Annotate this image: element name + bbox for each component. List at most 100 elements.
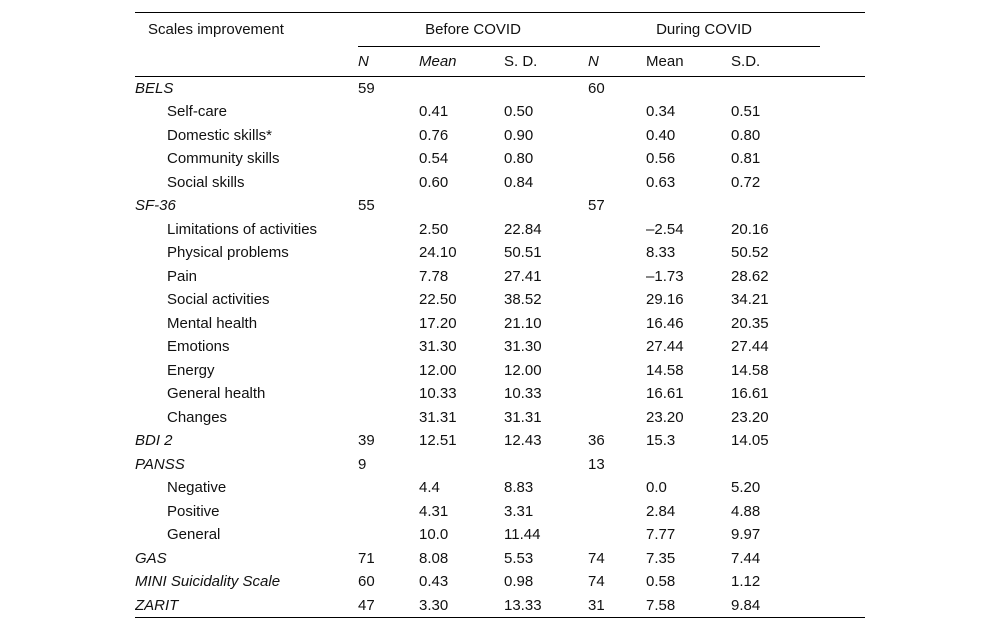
filler-cell bbox=[820, 194, 865, 218]
cell-mean-before: 2.50 bbox=[419, 220, 449, 238]
cell-n-during bbox=[588, 335, 646, 359]
cell-sd-during: 50.52 bbox=[731, 244, 769, 262]
cell-sd-during: 34.21 bbox=[731, 291, 769, 309]
filler-cell bbox=[820, 147, 865, 171]
filler-cell bbox=[820, 46, 866, 77]
cell-n-during: 60 bbox=[588, 80, 605, 97]
cell-n-before bbox=[358, 124, 419, 148]
table-row: PANSS 9 13 bbox=[135, 453, 865, 477]
filler-cell bbox=[820, 335, 865, 359]
table-row: BELS 59 60 bbox=[135, 77, 865, 101]
cell-mean-before bbox=[419, 194, 504, 218]
filler-cell bbox=[820, 406, 865, 430]
cell-sd-before: 31.30 bbox=[504, 338, 542, 356]
cell-mean-before: 3.30 bbox=[419, 593, 504, 618]
cell-mean-during: 7.35 bbox=[646, 549, 676, 567]
table-row: BDI 2 39 12.51 12.43 36 15.3 14.05 bbox=[135, 429, 865, 453]
table-row: Changes 31.31 31.31 23.20 23.20 bbox=[135, 406, 865, 430]
cell-sd-before: 50.51 bbox=[504, 244, 542, 262]
table-row: SF-36 55 57 bbox=[135, 194, 865, 218]
cell-sd-during bbox=[731, 453, 820, 477]
table-row: Negative 4.4 8.83 0.0 5.20 bbox=[135, 476, 865, 500]
cell-sd-before: 0.50 bbox=[504, 103, 534, 121]
table-row: Social skills 0.60 0.84 0.63 0.72 bbox=[135, 171, 865, 195]
cell-sd-before bbox=[504, 194, 588, 218]
table-row: General 10.0 11.44 7.77 9.97 bbox=[135, 523, 865, 547]
cell-sd-during: 5.20 bbox=[731, 479, 761, 497]
cell-mean-before bbox=[419, 77, 504, 101]
cell-mean-before: 7.78 bbox=[419, 267, 449, 285]
cell-n-during bbox=[588, 476, 646, 500]
cell-mean-during: 2.84 bbox=[646, 502, 676, 520]
table-row: Domestic skills* 0.76 0.90 0.40 0.80 bbox=[135, 124, 865, 148]
cell-sd-before: 11.44 bbox=[504, 526, 541, 544]
filler-cell bbox=[820, 288, 865, 312]
cell-n-during: 31 bbox=[588, 593, 647, 618]
cell-sd-before bbox=[504, 453, 588, 477]
cell-mean-before: 12.51 bbox=[419, 432, 457, 450]
cell-sd-before: 0.80 bbox=[504, 150, 534, 168]
cell-mean-before: 4.4 bbox=[419, 479, 440, 497]
cell-n-before bbox=[358, 147, 419, 171]
cell-n-during bbox=[588, 241, 646, 265]
cell-mean-before: 0.41 bbox=[419, 103, 449, 121]
table-row: Positive 4.31 3.31 2.84 4.88 bbox=[135, 500, 865, 524]
cell-n-before: 71 bbox=[358, 549, 375, 567]
row-label: Domestic skills* bbox=[167, 126, 273, 144]
cell-sd-during: 7.44 bbox=[731, 549, 761, 567]
filler-cell bbox=[820, 547, 865, 571]
filler-cell bbox=[820, 100, 865, 124]
filler-cell bbox=[820, 476, 865, 500]
cell-n-before bbox=[358, 218, 419, 242]
filler-cell bbox=[820, 218, 865, 242]
cell-sd-during: 0.72 bbox=[731, 173, 761, 191]
cell-sd-before bbox=[504, 77, 588, 101]
stats-table: Scales improvement Before COVID During C… bbox=[135, 12, 866, 618]
row-label: Social skills bbox=[167, 173, 245, 191]
col-header-n-during: N bbox=[588, 46, 647, 77]
cell-sd-during: 4.88 bbox=[731, 502, 761, 520]
cell-n-during bbox=[588, 124, 646, 148]
cell-sd-before: 0.84 bbox=[504, 173, 534, 191]
cell-n-before bbox=[358, 500, 419, 524]
cell-sd-during: 23.20 bbox=[731, 408, 769, 426]
cell-mean-during bbox=[646, 453, 731, 477]
row-label: Pain bbox=[167, 267, 198, 285]
cell-sd-during: 16.61 bbox=[731, 385, 769, 403]
table-row: ZARIT 47 3.30 13.33 31 7.58 9.84 bbox=[135, 593, 866, 618]
row-label: BDI 2 bbox=[135, 432, 173, 450]
cell-n-during: 74 bbox=[588, 549, 605, 567]
filler-cell bbox=[820, 124, 865, 148]
cell-sd-before: 8.83 bbox=[504, 479, 534, 497]
cell-n-during bbox=[588, 147, 646, 171]
cell-sd-during: 0.51 bbox=[731, 103, 761, 121]
cell-mean-during: 23.20 bbox=[646, 408, 684, 426]
cell-mean-before: 4.31 bbox=[419, 502, 449, 520]
cell-sd-during: 28.62 bbox=[731, 267, 769, 285]
cell-n-during bbox=[588, 359, 646, 383]
cell-mean-before: 31.31 bbox=[419, 408, 457, 426]
cell-sd-during: 0.80 bbox=[731, 126, 761, 144]
cell-mean-before: 0.76 bbox=[419, 126, 449, 144]
cell-mean-during bbox=[646, 77, 731, 101]
cell-mean-before: 22.50 bbox=[419, 291, 457, 309]
cell-mean-during: 15.3 bbox=[646, 432, 676, 450]
cell-n-during: 74 bbox=[588, 573, 605, 591]
cell-sd-during: 14.05 bbox=[731, 432, 769, 450]
filler-cell bbox=[820, 500, 865, 524]
cell-n-before bbox=[358, 312, 419, 336]
row-label: Limitations of activities bbox=[167, 220, 318, 238]
cell-n-during: 13 bbox=[588, 455, 605, 473]
cell-sd-before: 13.33 bbox=[504, 593, 589, 618]
cell-sd-during: 20.16 bbox=[731, 220, 769, 238]
col-header-mean-during: Mean bbox=[646, 46, 732, 77]
cell-n-before: 9 bbox=[358, 455, 367, 473]
cell-sd-during bbox=[731, 77, 820, 101]
cell-n-before bbox=[358, 265, 419, 289]
cell-mean-before: 17.20 bbox=[419, 314, 457, 332]
cell-sd-during bbox=[731, 194, 820, 218]
cell-sd-before: 12.00 bbox=[504, 361, 542, 379]
filler-cell bbox=[135, 46, 358, 77]
cell-n-during: 36 bbox=[588, 432, 605, 450]
row-label: Social activities bbox=[167, 291, 270, 309]
